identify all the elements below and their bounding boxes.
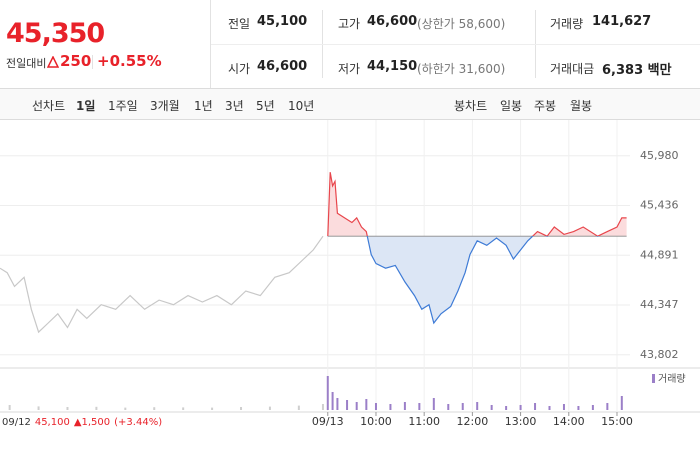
volume-bar bbox=[389, 404, 392, 410]
volume-bar bbox=[461, 403, 464, 410]
volume-bar bbox=[519, 405, 522, 410]
volume-bar bbox=[182, 407, 185, 410]
summary-value: 46,600 bbox=[257, 59, 308, 74]
volume-bar bbox=[66, 407, 69, 410]
summary-label: 고가 bbox=[338, 17, 361, 31]
volume-bar bbox=[548, 406, 551, 410]
volume-bar bbox=[365, 399, 368, 410]
volume-bar bbox=[591, 405, 594, 410]
summary-label: 전일 bbox=[228, 17, 251, 31]
up-icon bbox=[47, 56, 59, 68]
y-tick-label: 43,802 bbox=[640, 348, 679, 361]
tab[interactable]: 10년 bbox=[288, 99, 315, 113]
volume-bar bbox=[321, 404, 324, 410]
summary-value: 46,600 bbox=[367, 14, 418, 29]
tab-group-label: 봉차트 bbox=[454, 99, 488, 113]
volume-bar bbox=[620, 396, 623, 410]
volume-bar bbox=[240, 407, 243, 410]
volume-bar bbox=[326, 376, 329, 410]
y-tick-label: 44,347 bbox=[640, 298, 679, 311]
prev-day-date: 09/12 bbox=[2, 417, 31, 428]
y-tick-label: 44,891 bbox=[640, 248, 679, 261]
volume-bar bbox=[153, 407, 156, 410]
tab-group-label: 선차트 bbox=[32, 99, 66, 113]
tab[interactable]: 1주일 bbox=[108, 99, 138, 113]
summary-label: 거래량 bbox=[550, 17, 584, 31]
volume-bar bbox=[297, 405, 300, 410]
tab[interactable]: 3년 bbox=[225, 99, 244, 113]
summary-note: (하한가 31,600) bbox=[417, 62, 506, 76]
x-tick-label: 10:00 bbox=[360, 415, 392, 428]
change-label: 전일대비 bbox=[6, 57, 47, 70]
summary-label: 거래대금 bbox=[550, 62, 595, 76]
volume-bar bbox=[403, 402, 406, 410]
y-tick-label: 45,436 bbox=[640, 198, 679, 211]
volume-bar bbox=[562, 404, 565, 410]
tab[interactable]: 월봉 bbox=[570, 99, 593, 113]
area-up bbox=[327, 172, 627, 237]
change-percent: +0.55% bbox=[97, 52, 162, 70]
price-chart: 45,980 45,436 44,891 44,347 43,802 09/13 10:00… bbox=[0, 120, 700, 428]
volume-bar bbox=[490, 405, 493, 410]
volume-bar bbox=[374, 403, 377, 410]
volume-bar bbox=[95, 406, 98, 410]
prev-day-label: 09/12 45,100 ▲1,500 (+3.44%) bbox=[2, 417, 162, 428]
price-line-up bbox=[327, 172, 627, 237]
volume-bar bbox=[124, 407, 127, 410]
volume-bar bbox=[37, 406, 40, 410]
volume-bar bbox=[606, 403, 609, 410]
volume-bar bbox=[346, 400, 349, 410]
legend-swatch bbox=[652, 374, 655, 383]
volume-bar bbox=[577, 406, 580, 410]
x-tick-label: 13:00 bbox=[505, 415, 537, 428]
summary-value: 6,383 백만 bbox=[602, 63, 672, 78]
tab[interactable]: 1년 bbox=[194, 99, 213, 113]
x-tick-label: 14:00 bbox=[553, 415, 585, 428]
volume-bar bbox=[432, 398, 435, 410]
prev-day-change-pct: (+3.44%) bbox=[114, 417, 162, 428]
volume-bar bbox=[331, 392, 334, 410]
volume-bar bbox=[447, 404, 450, 410]
prev-day-price: 45,100 bbox=[35, 417, 70, 428]
summary-value: 141,627 bbox=[592, 14, 652, 29]
price-line bbox=[0, 235, 324, 334]
summary-label: 저가 bbox=[338, 62, 361, 76]
volume-bar bbox=[476, 402, 479, 410]
summary-value: 44,150 bbox=[367, 59, 418, 74]
legend-label: 거래량 bbox=[658, 373, 686, 385]
summary-note: (상한가 58,600) bbox=[417, 17, 506, 31]
y-tick-label: 45,980 bbox=[640, 149, 679, 162]
current-price: 45,350 bbox=[6, 18, 105, 49]
area-down bbox=[327, 236, 598, 323]
x-tick-label: 11:00 bbox=[408, 415, 440, 428]
volume-bar bbox=[268, 406, 271, 410]
volume-bar bbox=[355, 402, 358, 410]
tab[interactable]: 일봉 bbox=[500, 99, 523, 113]
volume-bar bbox=[534, 403, 537, 410]
prev-day-change: ▲1,500 bbox=[74, 417, 110, 428]
summary-label: 시가 bbox=[228, 62, 251, 76]
summary-value: 45,100 bbox=[257, 14, 308, 29]
volume-bar bbox=[505, 406, 508, 410]
volume-bar bbox=[418, 403, 421, 410]
tab[interactable]: 5년 bbox=[256, 99, 275, 113]
tab[interactable]: 3개월 bbox=[150, 99, 180, 113]
x-tick-label: 09/13 bbox=[312, 415, 344, 428]
price-line-down bbox=[327, 236, 600, 325]
volume-bar bbox=[336, 398, 339, 410]
x-tick-label: 15:00 bbox=[601, 415, 633, 428]
tab[interactable]: 1일 bbox=[76, 99, 96, 113]
volume-bar bbox=[8, 405, 11, 410]
change-value: 250 bbox=[60, 52, 92, 70]
volume-bar bbox=[211, 407, 214, 410]
x-tick-label: 12:00 bbox=[457, 415, 489, 428]
tab[interactable]: 주봉 bbox=[534, 99, 557, 113]
